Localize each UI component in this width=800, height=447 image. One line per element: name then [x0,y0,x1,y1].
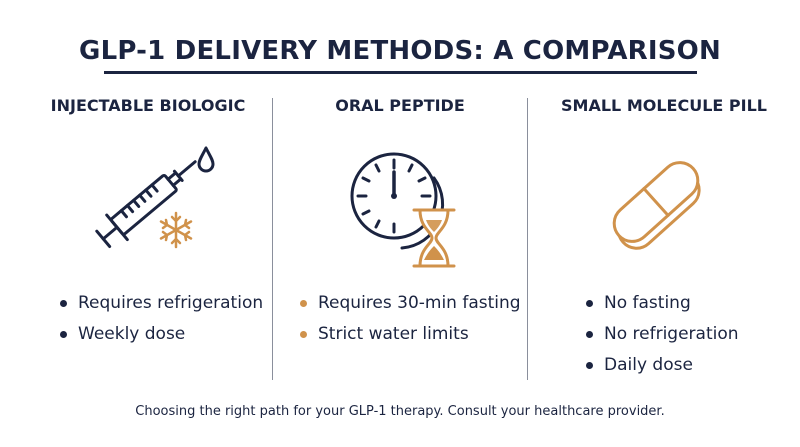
column-heading-oral-peptide: ORAL PEPTIDE [335,96,465,115]
bullet-dot [586,300,593,307]
bullet-text: Weekly dose [78,324,186,344]
list-item: Requires 30-min fasting [298,288,521,319]
bullet-text: Requires refrigeration [78,293,264,313]
column-divider [527,98,528,380]
bullet-text: Strict water limits [318,324,469,344]
bullet-text: No refrigeration [604,324,739,344]
list-item: Strict water limits [298,319,521,350]
capsule-icon [612,161,701,250]
list-item: No refrigeration [584,319,739,350]
bullet-dot [586,331,593,338]
bullet-text: Requires 30-min fasting [318,293,521,313]
footer-note: Choosing the right path for your GLP-1 t… [135,404,665,419]
list-item: Daily dose [584,350,739,381]
column-heading-small-molecule: SMALL MOLECULE PILL [561,96,767,115]
bullet-list-small-molecule: No fasting No refrigeration Daily dose [584,288,739,381]
column-heading-injectable: INJECTABLE BIOLOGIC [50,96,246,115]
bullet-dot [300,331,307,338]
page-title: GLP-1 DELIVERY METHODS: A COMPARISON [79,36,721,66]
list-item: No fasting [584,288,739,319]
title-underline [104,71,697,74]
bullet-dot [300,300,307,307]
column-divider [272,98,273,380]
list-item: Weekly dose [58,319,263,350]
clock-hourglass-icon [350,152,456,268]
bullet-dot [60,300,67,307]
bullet-dot [60,331,67,338]
bullet-list-injectable: Requires refrigeration Weekly dose [58,288,263,350]
bullet-text: No fasting [604,293,691,313]
bullet-list-oral-peptide: Requires 30-min fasting Strict water lim… [298,288,521,350]
list-item: Requires refrigeration [58,288,263,319]
syringe-icon [95,146,215,249]
bullet-text: Daily dose [604,355,693,375]
bullet-dot [586,362,593,369]
